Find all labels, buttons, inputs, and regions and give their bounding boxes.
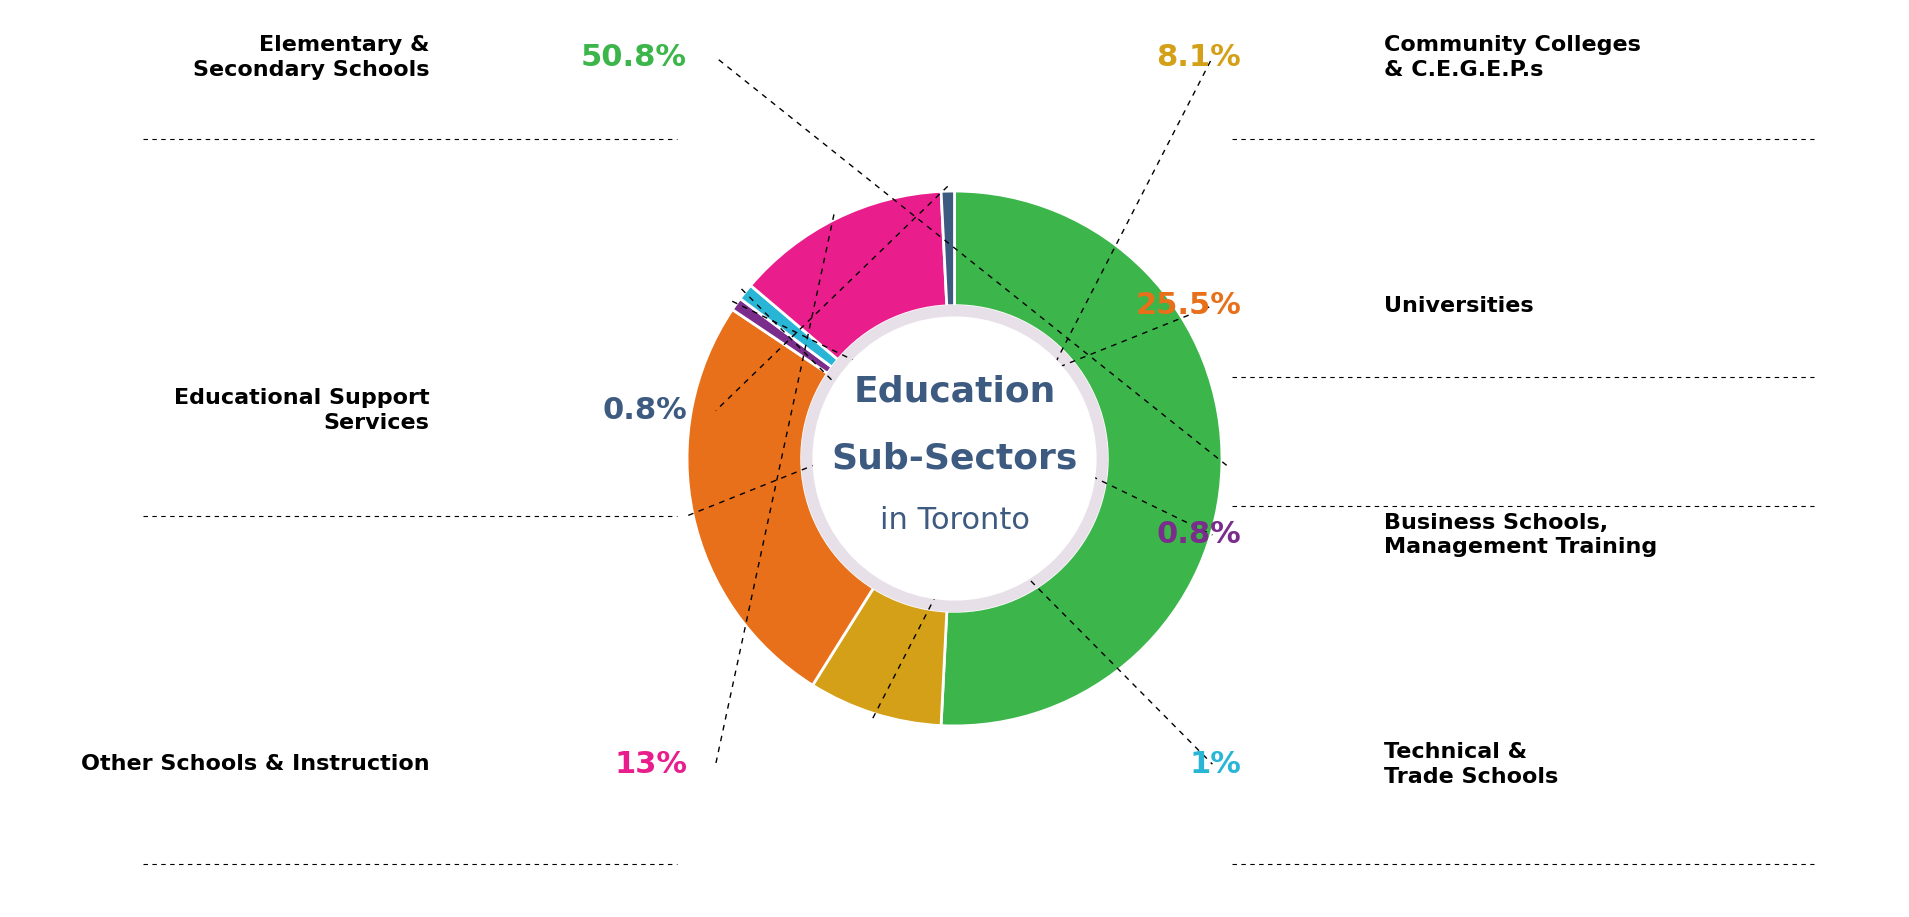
Wedge shape [813, 588, 947, 725]
Text: Sub-Sectors: Sub-Sectors [830, 441, 1079, 476]
Wedge shape [941, 191, 954, 306]
Wedge shape [733, 299, 832, 373]
Text: Elementary &
Secondary Schools: Elementary & Secondary Schools [193, 35, 430, 80]
Wedge shape [941, 191, 1222, 726]
Text: Technical &
Trade Schools: Technical & Trade Schools [1384, 742, 1558, 787]
Text: 13%: 13% [615, 750, 687, 779]
Text: 8.1%: 8.1% [1157, 43, 1241, 72]
Text: Educational Support
Services: Educational Support Services [174, 388, 430, 433]
Text: Business Schools,
Management Training: Business Schools, Management Training [1384, 513, 1657, 558]
Text: 0.8%: 0.8% [603, 396, 687, 425]
Text: Education: Education [853, 375, 1056, 409]
Wedge shape [687, 310, 874, 685]
Text: 0.8%: 0.8% [1157, 521, 1241, 549]
Text: in Toronto: in Toronto [880, 506, 1029, 536]
Wedge shape [741, 285, 838, 367]
Text: Other Schools & Instruction: Other Schools & Instruction [80, 754, 430, 774]
Circle shape [802, 305, 1107, 612]
Text: Community Colleges
& C.E.G.E.P.s: Community Colleges & C.E.G.E.P.s [1384, 35, 1642, 80]
Circle shape [813, 317, 1096, 600]
Text: Universities: Universities [1384, 295, 1535, 315]
Text: 50.8%: 50.8% [580, 43, 687, 72]
Text: 1%: 1% [1189, 750, 1241, 779]
Text: 25.5%: 25.5% [1136, 292, 1241, 320]
Wedge shape [750, 192, 947, 359]
